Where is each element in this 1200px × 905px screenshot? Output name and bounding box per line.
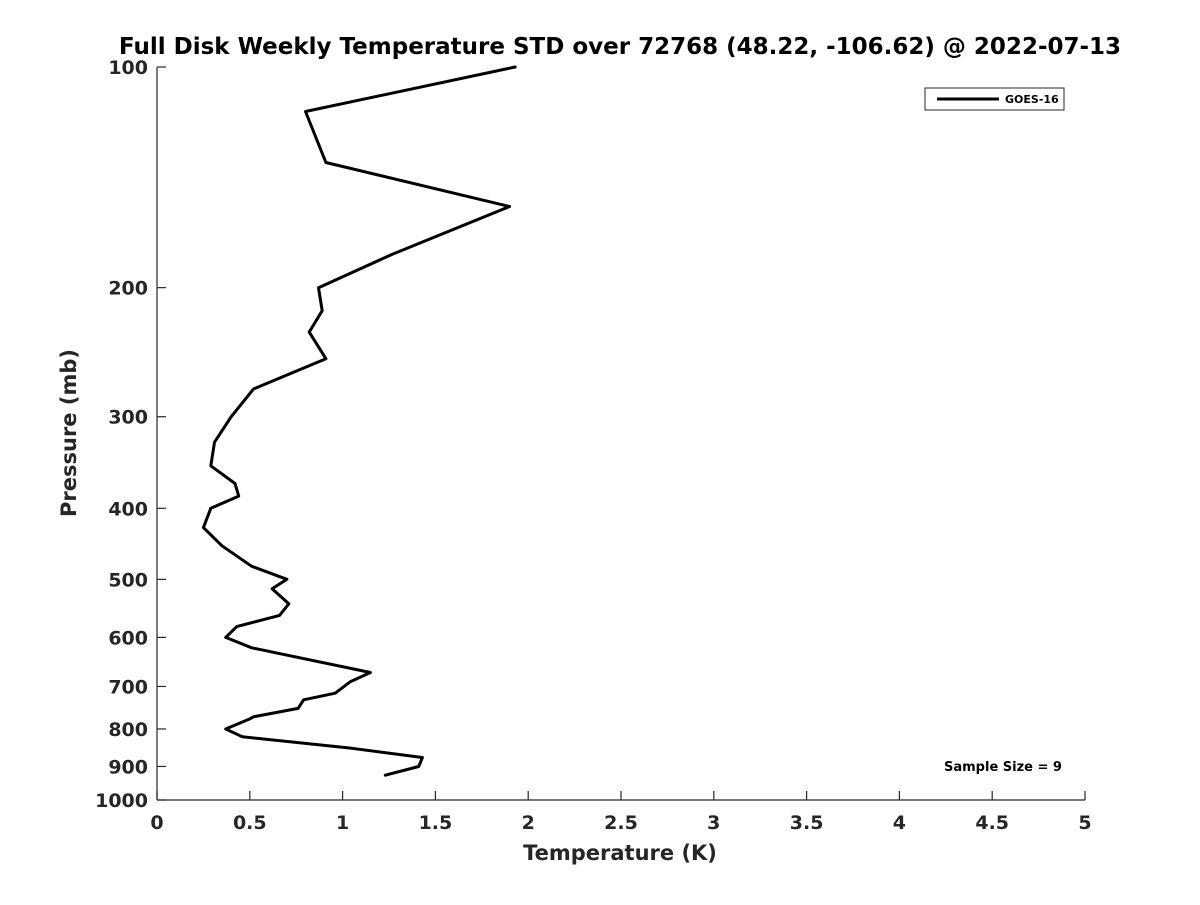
legend: GOES-16 bbox=[924, 87, 1065, 111]
y-tick-label: 300 bbox=[108, 407, 148, 429]
x-tick-label: 1.5 bbox=[419, 812, 453, 834]
x-tick-label: 3 bbox=[707, 812, 720, 834]
y-tick-label: 200 bbox=[108, 278, 148, 300]
x-axis-ticks: 0 0.5 1 1.5 2 2.5 3 3.5 4 4.5 5 bbox=[150, 791, 1092, 834]
y-tick-label: 800 bbox=[108, 719, 148, 741]
plot-area: 0 0.5 1 1.5 2 2.5 3 3.5 4 4.5 5 100 200 300 400 500 600… bbox=[95, 57, 1092, 834]
x-tick-label: 0.5 bbox=[233, 812, 267, 834]
chart-title: Full Disk Weekly Temperature STD over 72… bbox=[119, 34, 1121, 60]
y-axis-ticks: 100 200 300 400 500 600 700 800 900 1000 bbox=[95, 57, 166, 812]
y-tick-label: 100 bbox=[108, 57, 148, 79]
x-tick-label: 1 bbox=[336, 812, 349, 834]
x-tick-label: 4.5 bbox=[975, 812, 1009, 834]
y-tick-label: 700 bbox=[108, 676, 148, 698]
y-tick-label: 1000 bbox=[95, 790, 148, 812]
y-tick-label: 400 bbox=[108, 498, 148, 520]
x-tick-label: 4 bbox=[893, 812, 906, 834]
sample-size-annotation: Sample Size = 9 bbox=[944, 760, 1062, 775]
x-tick-label: 5 bbox=[1078, 812, 1091, 834]
y-tick-label: 600 bbox=[108, 627, 148, 649]
x-tick-label: 3.5 bbox=[790, 812, 824, 834]
y-tick-label: 500 bbox=[108, 569, 148, 591]
x-tick-label: 2 bbox=[522, 812, 535, 834]
x-axis-label: Temperature (K) bbox=[523, 841, 717, 865]
y-axis-label: Pressure (mb) bbox=[57, 349, 81, 517]
x-tick-label: 2.5 bbox=[604, 812, 638, 834]
series-line-goes-16 bbox=[201, 65, 517, 777]
y-tick-label: 900 bbox=[108, 756, 148, 778]
x-tick-label: 0 bbox=[150, 812, 163, 834]
legend-entry-goes-16: GOES-16 bbox=[1005, 93, 1059, 106]
